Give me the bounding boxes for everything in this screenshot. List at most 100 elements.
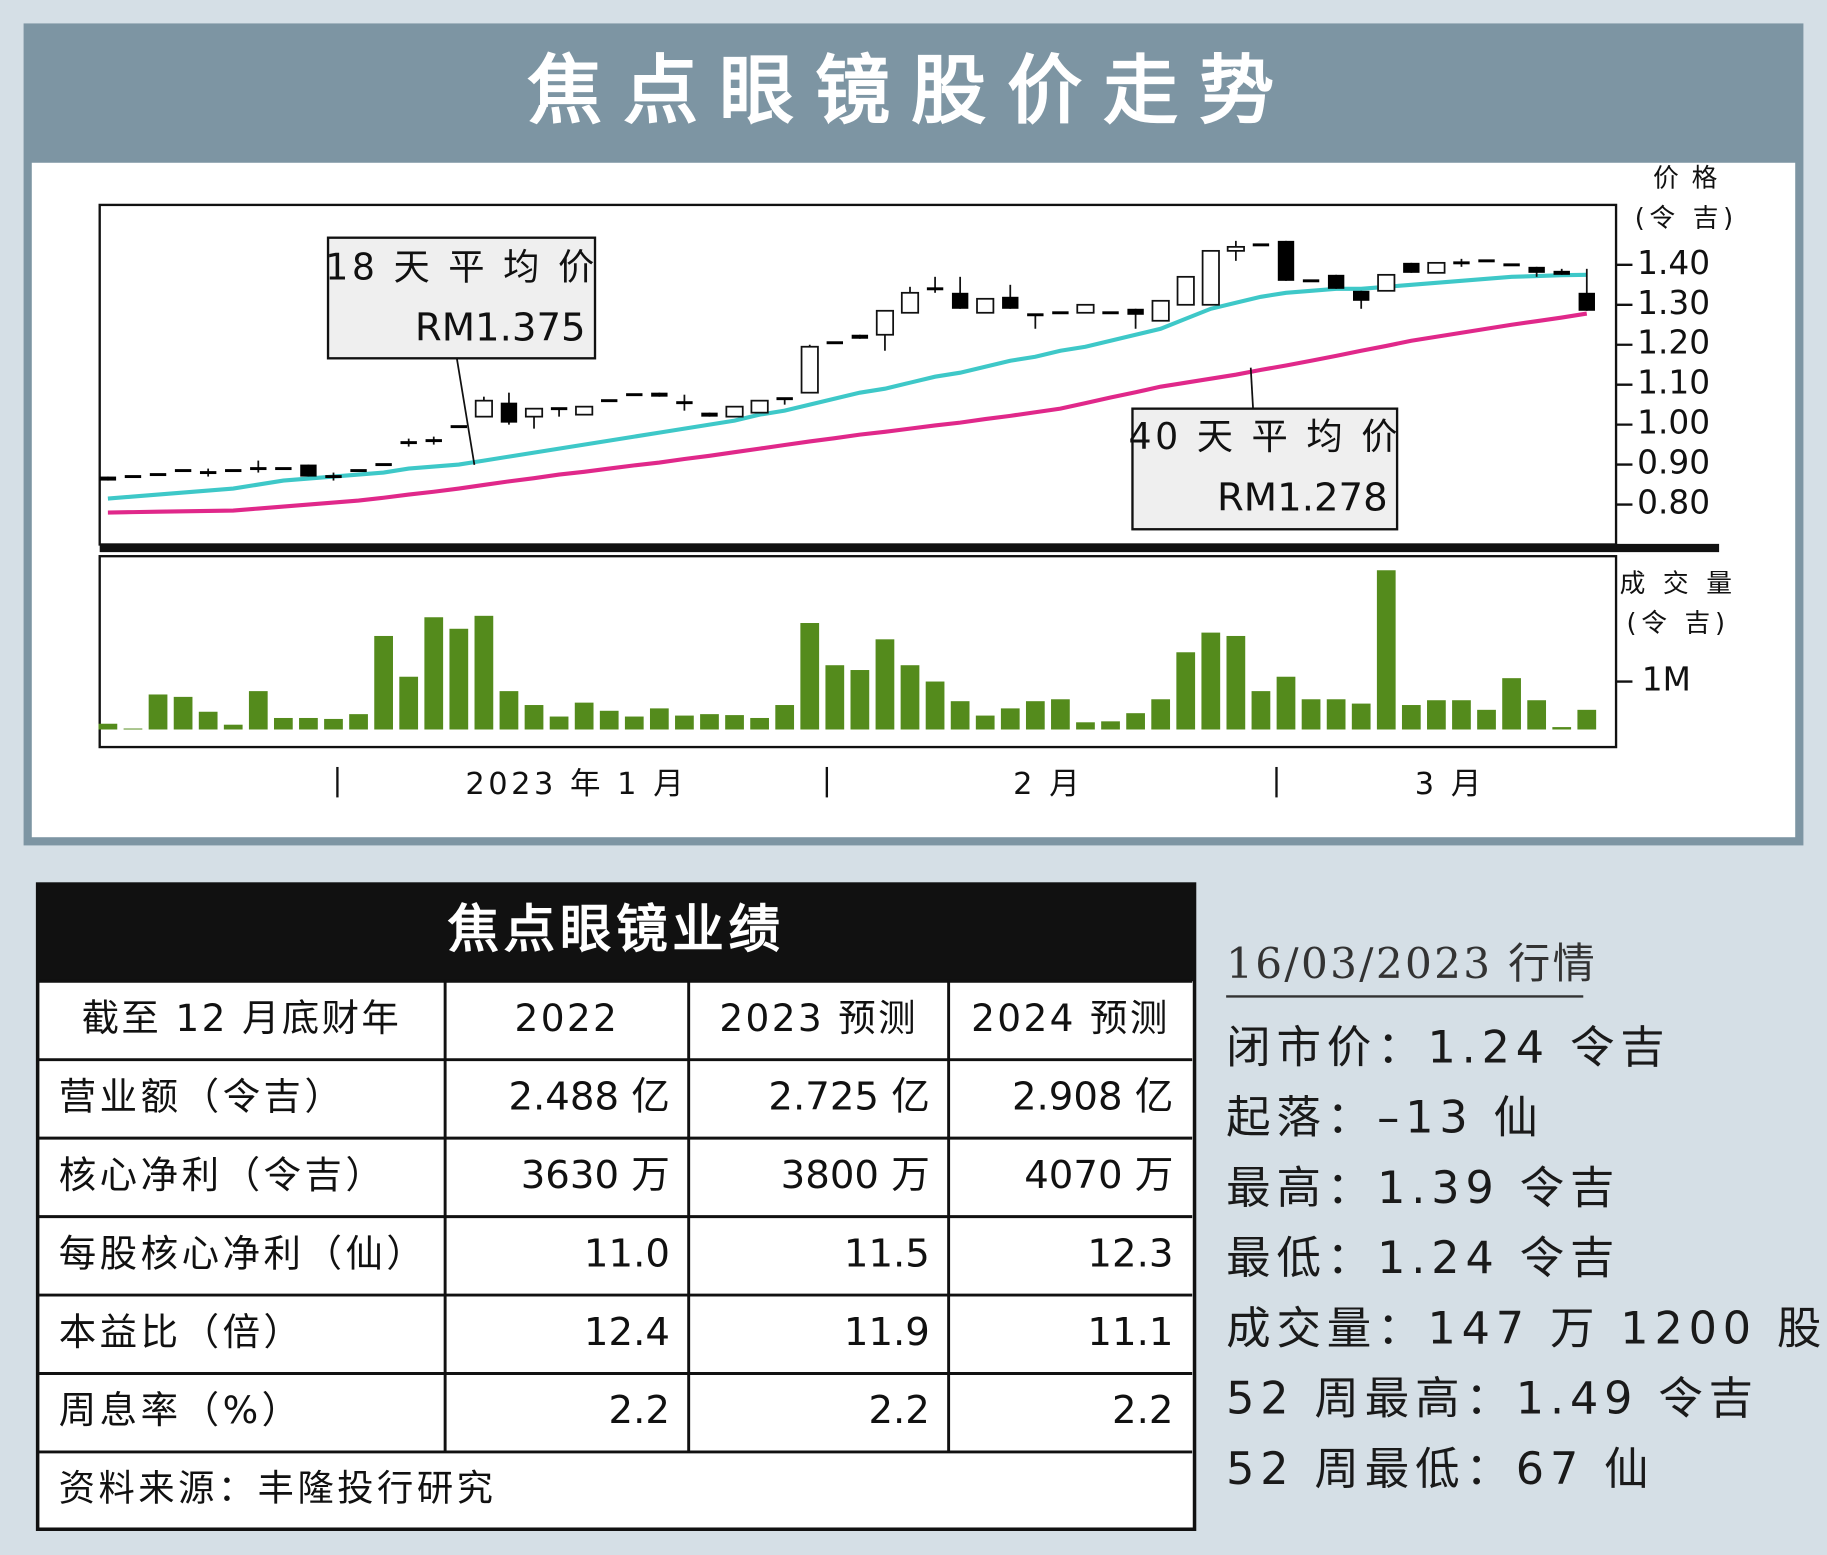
- y-tick-label: 1.10: [1637, 364, 1710, 402]
- volume-bar: [1176, 652, 1196, 730]
- volume-bar: [649, 708, 669, 730]
- table-row-label: 核心净利（令吉）: [59, 1153, 387, 1197]
- volume-bar: [173, 696, 193, 730]
- annotation-value: RM1.278: [1217, 475, 1388, 520]
- table-header-cell: 2022: [515, 996, 620, 1040]
- candle-body: [1277, 240, 1295, 281]
- candle-body: [776, 397, 793, 401]
- table-cell: 2.725 亿: [768, 1074, 929, 1119]
- volume-bar: [1527, 700, 1547, 730]
- volume-bar: [574, 702, 594, 730]
- volume-bar: [975, 715, 995, 730]
- annotation-box: [1131, 407, 1399, 531]
- volume-bar: [750, 717, 769, 730]
- annotation-name: 18 天 平 均 价: [325, 245, 598, 288]
- y-tick-label: 1.20: [1637, 324, 1710, 362]
- volume-bar: [800, 623, 820, 730]
- y-tick-label: 1M: [1642, 661, 1691, 699]
- annotation-box: [326, 236, 597, 360]
- volume-bar: [950, 701, 970, 730]
- table-header-cell: 2024 预测: [971, 996, 1170, 1040]
- candle-body: [1403, 262, 1420, 273]
- market-stat: 52 周最低：67 仙: [1226, 1444, 1654, 1495]
- volume-bar: [624, 716, 644, 730]
- candle-body: [826, 341, 844, 345]
- table-header-cell: 2023 预测: [719, 996, 918, 1040]
- table-title-bar: [37, 884, 1195, 982]
- volume-bar: [1076, 722, 1095, 730]
- candle-body: [651, 392, 668, 397]
- candle-body: [1377, 273, 1396, 292]
- table-cell: 11.5: [844, 1231, 930, 1276]
- candle-body: [400, 441, 417, 445]
- volume-bar: [474, 615, 494, 730]
- volume-bar: [123, 728, 143, 730]
- volume-bar: [1051, 699, 1070, 730]
- candle-body: [851, 334, 869, 339]
- candle-body: [1327, 274, 1345, 289]
- candle-body: [199, 471, 217, 475]
- moving-average-line: [107, 311, 1588, 515]
- volume-bar: [499, 691, 519, 730]
- table-cell: 2.2: [1112, 1388, 1173, 1433]
- table-source: 资料来源：丰隆投行研究: [59, 1467, 497, 1510]
- table-cell: 3630 万: [521, 1153, 670, 1198]
- table-row-label: 本益比（倍）: [59, 1310, 305, 1354]
- candle-body: [1528, 266, 1545, 273]
- table-title: 焦点眼镜业绩: [447, 900, 784, 960]
- volume-bar: [1427, 700, 1446, 730]
- x-axis-label: 3 月: [1415, 767, 1485, 802]
- volume-axis-unit: (令 吉): [1627, 609, 1730, 639]
- candle-body: [99, 476, 117, 481]
- candle-body: [951, 292, 969, 309]
- candle-body: [1427, 261, 1446, 274]
- table-cell: 4070 万: [1024, 1153, 1173, 1198]
- x-axis-label: 2 月: [1013, 767, 1083, 802]
- table-cell: 2.2: [868, 1388, 929, 1433]
- volume-bar: [675, 715, 694, 730]
- candle-body: [926, 287, 944, 291]
- table-cell: 11.9: [844, 1310, 930, 1355]
- volume-bar: [324, 718, 343, 730]
- candle-body: [1226, 245, 1245, 252]
- volume-bar: [223, 724, 243, 730]
- market-stat: 成交量：147 万 1200 股: [1226, 1303, 1827, 1354]
- candle-body: [1201, 249, 1220, 306]
- leader-line: [455, 358, 476, 466]
- candle-body: [425, 439, 442, 443]
- candle-body: [1052, 311, 1069, 315]
- table-cell: 2.2: [609, 1388, 670, 1433]
- candle-body: [1352, 290, 1370, 301]
- table-row-label: 周息率（%）: [59, 1388, 303, 1432]
- volume-bar: [1301, 699, 1321, 730]
- table-cell: 2.488 亿: [508, 1074, 669, 1119]
- candle-body: [575, 405, 594, 416]
- table-cell: 12.3: [1087, 1231, 1173, 1276]
- volume-bar: [1351, 703, 1371, 730]
- candle-body: [500, 402, 518, 423]
- volume-bar: [1126, 713, 1145, 730]
- table-cell: 11.1: [1087, 1310, 1173, 1355]
- volume-bar: [1376, 570, 1396, 730]
- candle-body: [300, 464, 317, 477]
- volume-bar: [1251, 691, 1271, 730]
- candle-body: [350, 469, 367, 473]
- candle-body: [601, 399, 618, 403]
- candle-body: [1478, 259, 1495, 263]
- volume-bar: [248, 691, 268, 730]
- volume-bar: [900, 665, 920, 730]
- candle-body: [1002, 296, 1019, 309]
- candle-body: [1302, 279, 1320, 283]
- volume-bar: [1025, 701, 1045, 730]
- volume-bar: [599, 710, 619, 730]
- market-stat: 最高：1.39 令吉: [1226, 1163, 1620, 1214]
- candle-body: [149, 473, 167, 477]
- table-cell: 2.908 亿: [1012, 1074, 1173, 1119]
- candle-body: [1151, 299, 1170, 322]
- y-tick-label: 1.40: [1637, 244, 1710, 282]
- candle-body: [524, 407, 544, 418]
- plot-layer: 0.800.901.001.101.201.301.40 2023 年 1 月 2 …: [98, 240, 1710, 802]
- volume-bar: [1276, 676, 1296, 730]
- volume-bar: [1502, 678, 1521, 730]
- volume-bar: [1101, 721, 1120, 730]
